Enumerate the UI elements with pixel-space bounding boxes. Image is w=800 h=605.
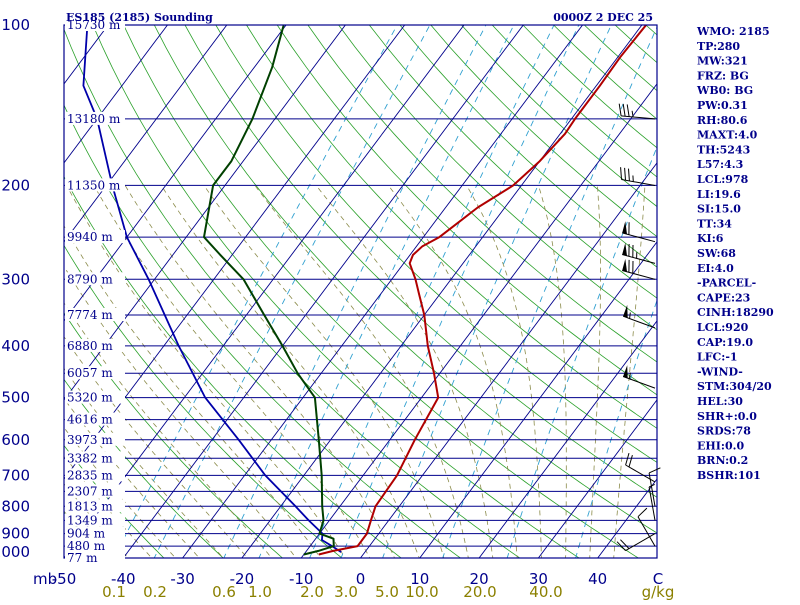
stat-line: TP:280 <box>697 40 740 53</box>
height-label: 3382 m <box>67 451 113 465</box>
height-label: 6057 m <box>67 366 113 380</box>
stat-line: EHI:0.0 <box>697 439 744 452</box>
temperature-tick-label: -30 <box>170 570 195 588</box>
stat-line: BSHR:101 <box>697 469 761 482</box>
stat-line: L57:4.3 <box>697 158 743 171</box>
height-label: 5320 m <box>67 391 113 405</box>
mixing-ratio-label: 0.6 <box>212 583 236 600</box>
pressure-tick-label: 200 <box>1 176 30 194</box>
stat-line: PW:0.31 <box>697 99 748 112</box>
mixing-ratio-label: 3.0 <box>334 583 358 600</box>
height-label: 2835 m <box>67 468 113 482</box>
wind-barb-half-feather <box>630 373 631 379</box>
pressure-tick-label: 800 <box>1 497 30 515</box>
pressure-tick-label: 500 <box>1 389 30 407</box>
pressure-tick-label: 700 <box>1 466 30 484</box>
stat-line: SRDS:78 <box>697 425 751 438</box>
stat-line: TH:5243 <box>697 143 750 156</box>
mixing-ratio-label: 10.0 <box>405 583 438 600</box>
isotherm-line <box>0 13 58 569</box>
pressure-tick-label: 300 <box>1 270 30 288</box>
mixing-ratio-label: 5.0 <box>375 583 399 600</box>
stat-line: FRZ: BG <box>697 69 749 82</box>
stat-line: LCL:920 <box>697 321 749 334</box>
pressure-tick-label: 100 <box>1 16 30 34</box>
mixing-ratio-label: 0.1 <box>102 583 126 600</box>
stat-line: CINH:18290 <box>697 306 774 319</box>
pressure-tick-label: 1000 <box>0 543 30 561</box>
mixing-ratio-label: 1.0 <box>248 583 272 600</box>
pressure-tick-label: 900 <box>1 525 30 543</box>
stat-line: BRN:0.2 <box>697 454 748 467</box>
height-label: 11350 m <box>67 178 121 192</box>
height-label: 6880 m <box>67 339 113 353</box>
temperature-tick-label: 40 <box>588 570 607 588</box>
stat-line: -WIND- <box>697 365 743 378</box>
valid-time: 0000Z 2 DEC 25 <box>553 11 653 24</box>
mixing-ratio-label: 0.2 <box>143 583 167 600</box>
height-label: 13180 m <box>67 112 121 126</box>
height-label: 8790 m <box>67 272 113 286</box>
stat-line: SW:68 <box>697 247 736 260</box>
stat-line: CAPE:23 <box>697 291 750 304</box>
height-label: 1349 m <box>67 513 113 527</box>
temperature-tick-label: -50 <box>52 570 77 588</box>
stat-line: STM:304/20 <box>697 380 772 393</box>
mixing-ratio-label: 2.0 <box>300 583 324 600</box>
stat-line: LCL:978 <box>697 173 749 186</box>
wind-barb-half-feather <box>630 313 631 319</box>
stat-line: TT:34 <box>697 217 732 230</box>
stat-line: HEL:30 <box>697 395 743 408</box>
stat-line: LFC:-1 <box>697 351 738 364</box>
mixing-ratio-label: 40.0 <box>529 583 562 600</box>
stat-line: LI:19.6 <box>697 188 741 201</box>
stat-line: RH:80.6 <box>697 114 748 127</box>
height-label: 4616 m <box>67 413 113 427</box>
height-label: 3973 m <box>67 433 113 447</box>
height-label: 2307 m <box>67 484 113 498</box>
pressure-tick-label: 600 <box>1 431 30 449</box>
height-label: 9940 m <box>67 230 113 244</box>
chart-title: ES185 (2185) Sounding <box>66 11 213 24</box>
height-label: 77 m <box>67 551 98 565</box>
height-label: 7774 m <box>67 308 113 322</box>
stat-line: CAP:19.0 <box>697 336 753 349</box>
mixing-ratio-unit-label: g/kg <box>642 583 675 600</box>
stat-line: SI:15.0 <box>697 203 741 216</box>
mixing-ratio-label: 20.0 <box>463 583 496 600</box>
stat-line: WMO: 2185 <box>696 25 770 38</box>
dry-adiabat-line <box>769 25 800 569</box>
stat-line: EI:4.0 <box>697 262 734 275</box>
stat-line: MW:321 <box>697 55 748 68</box>
stat-line: SHR+:0.0 <box>697 410 757 423</box>
stat-line: -PARCEL- <box>697 277 756 290</box>
stat-line: WB0: BG <box>696 84 753 97</box>
plot-background <box>64 25 657 558</box>
stat-line: MAXT:4.0 <box>697 129 758 142</box>
pressure-tick-label: 400 <box>1 337 30 355</box>
height-label: 1813 m <box>67 499 113 513</box>
stat-line: KI:6 <box>697 232 724 245</box>
